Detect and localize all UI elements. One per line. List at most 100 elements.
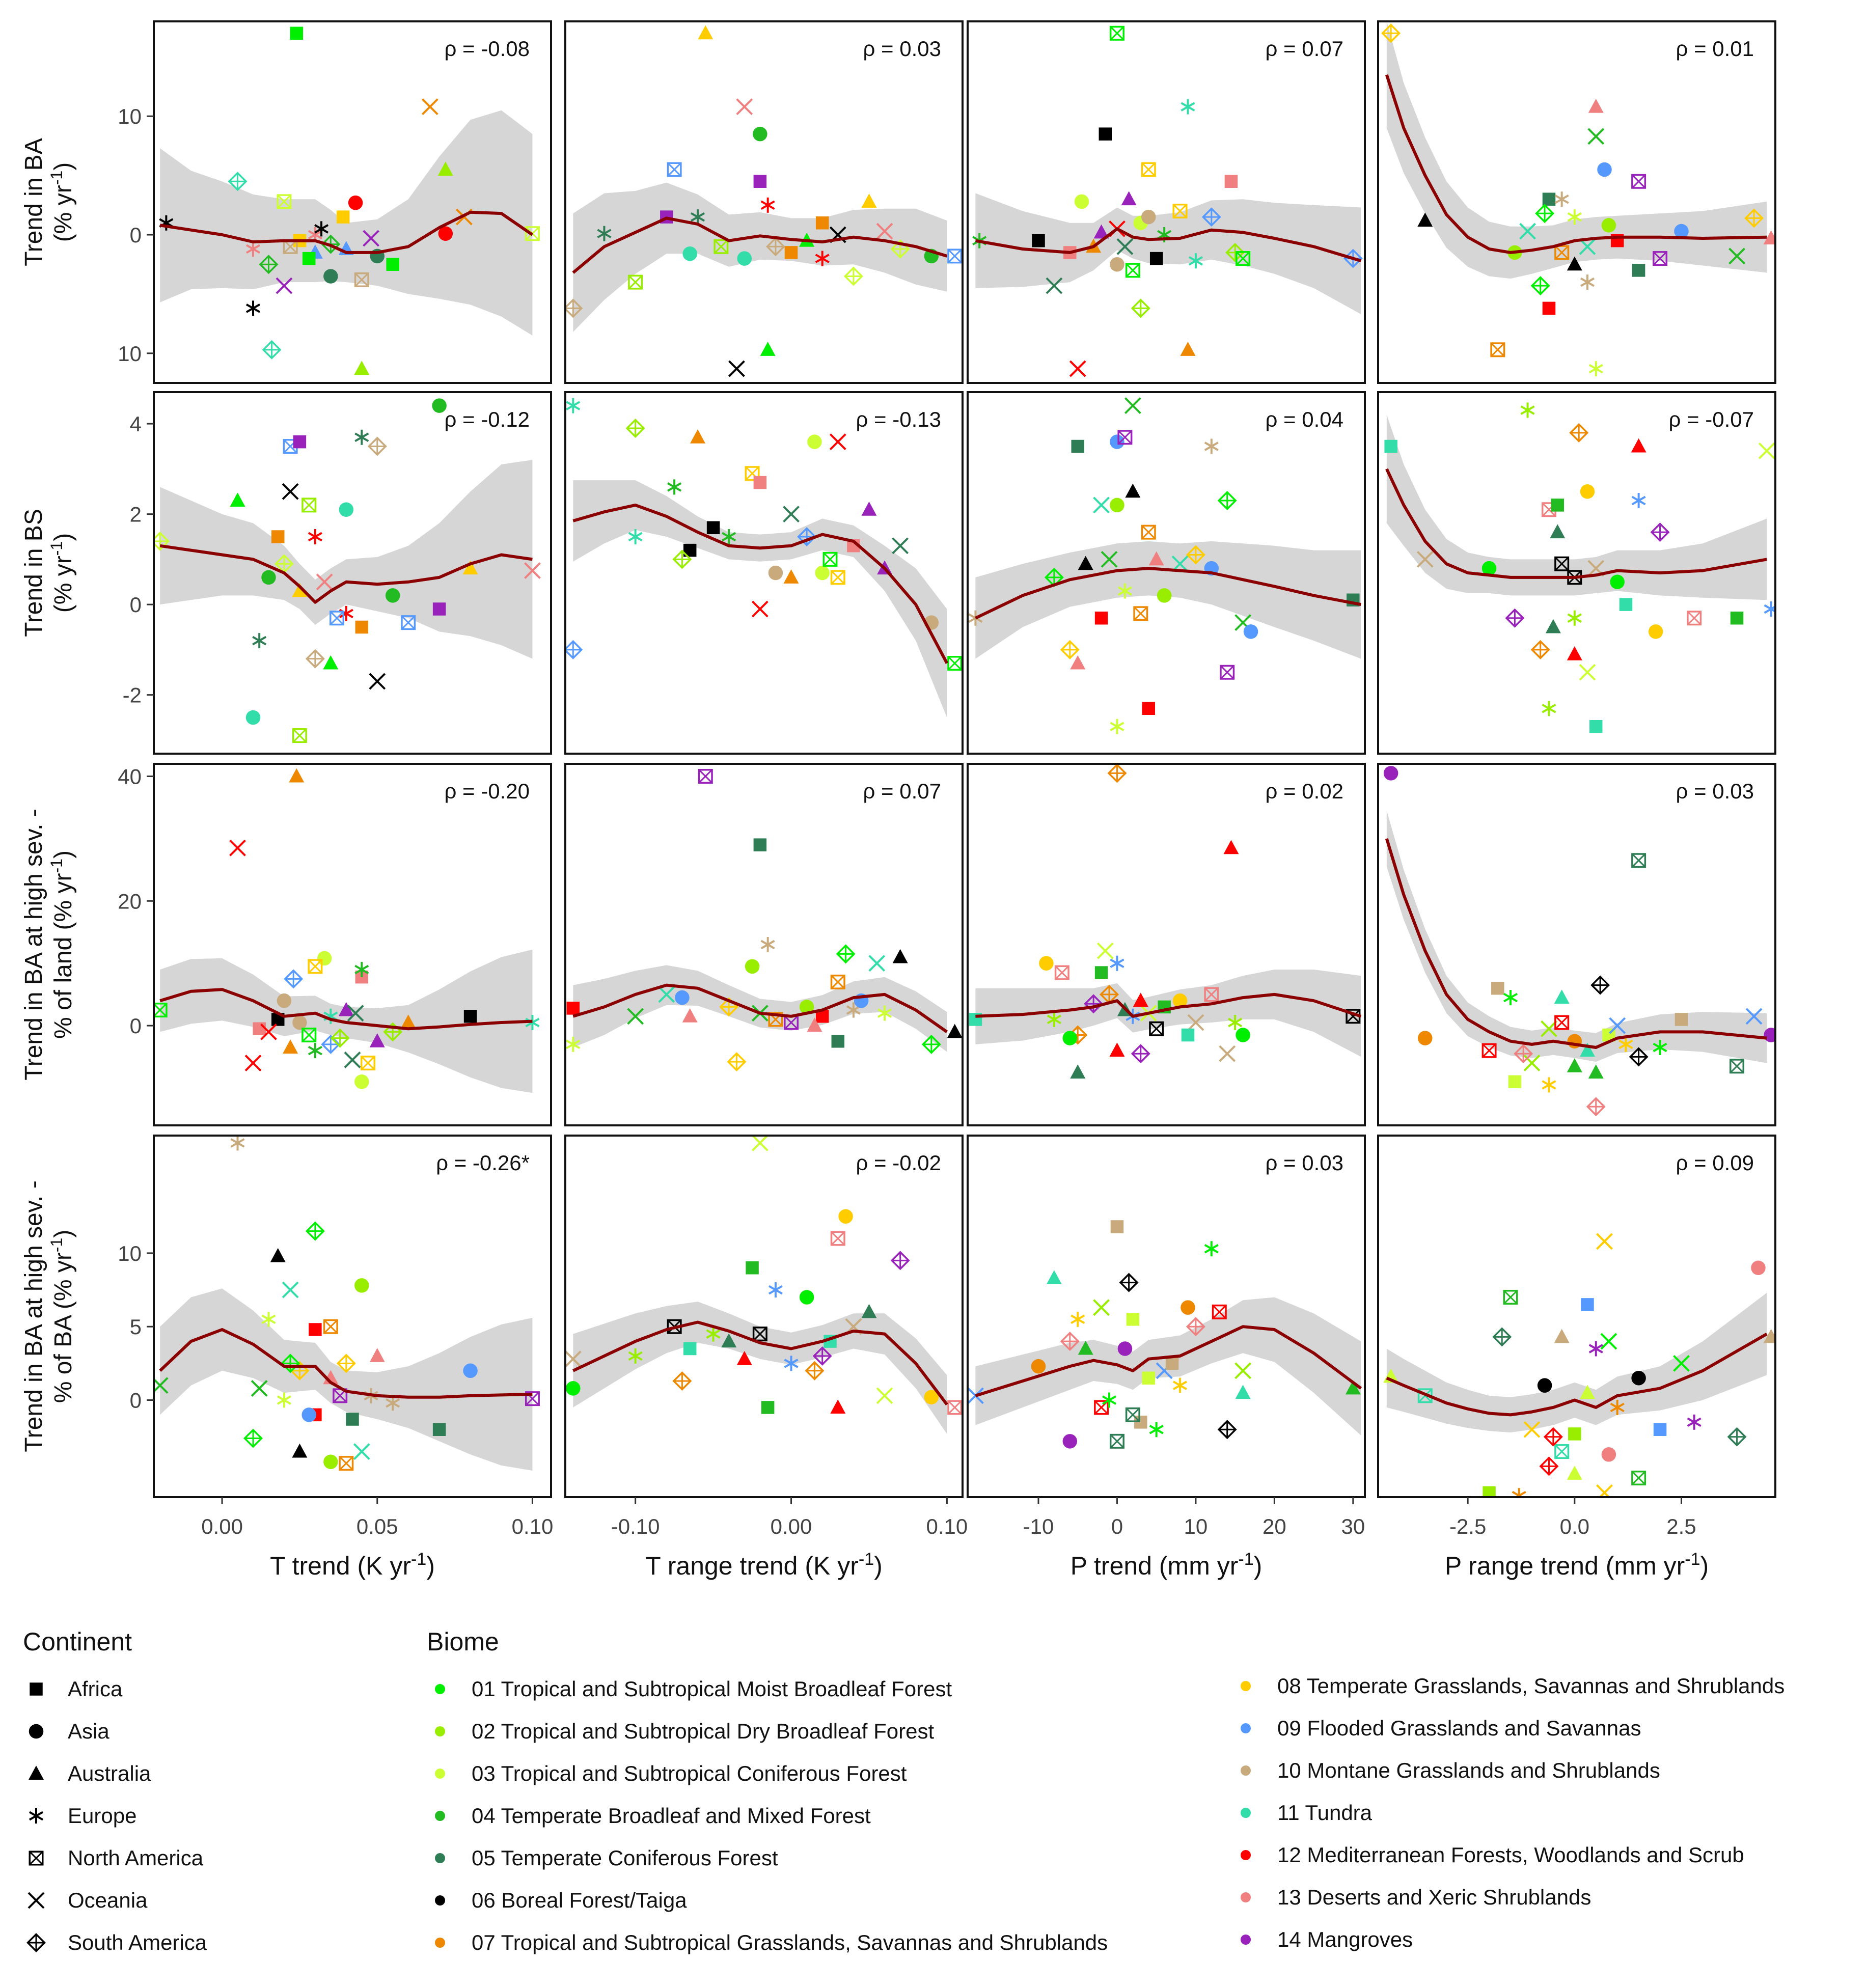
data-point <box>1224 175 1238 188</box>
data-point <box>1416 550 1434 568</box>
data-point <box>1093 224 1109 239</box>
data-point <box>252 633 267 649</box>
data-point <box>714 239 729 254</box>
data-point <box>1610 1399 1625 1415</box>
data-point <box>737 251 752 266</box>
y-tick-label: -2 <box>123 683 142 707</box>
panel-frame <box>967 391 1366 755</box>
x-tick-label: 0.0 <box>1560 1514 1589 1538</box>
data-point <box>1181 1300 1195 1315</box>
data-point <box>1186 1317 1205 1337</box>
data-point <box>1589 720 1603 733</box>
data-point <box>259 255 279 274</box>
data-point <box>1567 1466 1582 1480</box>
panel-frame <box>1377 1135 1776 1498</box>
data-point <box>736 1350 752 1365</box>
data-point <box>1569 423 1589 443</box>
data-point <box>1110 955 1124 971</box>
data-point <box>698 768 713 784</box>
data-point <box>463 1363 478 1378</box>
data-point <box>1070 655 1086 670</box>
data-point <box>1758 442 1775 459</box>
data-point <box>1542 192 1556 206</box>
data-point <box>301 1028 317 1042</box>
data-point <box>1727 1427 1747 1447</box>
x-axis-label-4: P range trend (mm yr-1) <box>1445 1550 1709 1580</box>
legend-key-diamondplus <box>26 1932 46 1952</box>
data-point <box>892 949 908 963</box>
x-tick-label: 30 <box>1341 1514 1365 1538</box>
data-point <box>292 583 308 597</box>
data-point <box>1490 342 1505 357</box>
data-point <box>1109 25 1124 41</box>
data-point <box>400 1014 416 1029</box>
color-dot-icon <box>427 1845 453 1871</box>
data-point <box>354 361 370 375</box>
data-point <box>301 498 317 513</box>
data-point <box>1236 1028 1250 1042</box>
data-point <box>1588 1064 1604 1079</box>
data-point <box>751 600 769 618</box>
data-point <box>1545 619 1561 633</box>
panel-frame <box>564 391 964 755</box>
data-point <box>1751 1260 1766 1276</box>
continent-legend-item: Africa <box>23 1668 379 1710</box>
data-point <box>1078 1340 1093 1355</box>
smooth-line <box>572 503 949 664</box>
data-point <box>463 1010 477 1023</box>
data-point <box>355 620 369 634</box>
smooth-line <box>1385 74 1767 254</box>
data-point <box>1228 1015 1243 1031</box>
data-point <box>230 492 245 507</box>
data-point <box>1554 989 1570 1004</box>
smooth-line <box>572 216 948 274</box>
confidence-band <box>1386 21 1767 279</box>
data-point <box>768 565 783 581</box>
data-point <box>432 1423 446 1436</box>
data-point <box>1519 223 1536 240</box>
data-point <box>1653 1039 1667 1055</box>
triangle-marker-icon <box>23 1760 49 1787</box>
data-point <box>1243 624 1258 639</box>
data-point <box>354 429 369 445</box>
data-point <box>1084 994 1104 1014</box>
color-dot-icon <box>1232 1757 1259 1784</box>
legend-key-asterisk <box>29 1808 44 1824</box>
data-point <box>438 226 453 241</box>
data-point <box>745 466 760 481</box>
confidence-band <box>160 460 533 659</box>
data-point <box>1149 1021 1164 1036</box>
biome-legend-label: 07 Tropical and Subtropical Grasslands, … <box>472 1930 1108 1954</box>
data-point <box>323 1319 338 1334</box>
data-point <box>305 649 325 669</box>
y-tick-label: 0 <box>130 593 142 617</box>
data-point <box>1121 191 1137 206</box>
y-tick-label: 40 <box>118 764 142 788</box>
data-point <box>432 398 447 413</box>
data-point <box>344 1052 361 1068</box>
data-point <box>1554 1329 1570 1343</box>
x-tick-label: 2.5 <box>1666 1514 1696 1538</box>
data-point <box>282 1281 299 1299</box>
data-point <box>385 588 400 603</box>
biome-legend-label: 05 Temperate Coniferous Forest <box>472 1845 778 1870</box>
y-tick-label: 0 <box>130 223 142 247</box>
data-point <box>1117 1341 1133 1356</box>
data-point <box>1588 361 1603 377</box>
rho-label: ρ = 0.03 <box>1676 779 1754 803</box>
biome-legend-item: 05 Temperate Coniferous Forest <box>427 1837 1191 1879</box>
data-point <box>628 529 643 544</box>
biome-legend-item: 02 Tropical and Subtropical Dry Broadlea… <box>427 1710 1191 1752</box>
data-point <box>346 1413 359 1426</box>
data-point <box>876 1387 893 1404</box>
data-point <box>1579 1385 1595 1399</box>
data-point <box>843 266 863 286</box>
data-point <box>1212 1304 1227 1319</box>
color-dot-icon <box>427 1760 453 1787</box>
data-point <box>1201 207 1221 227</box>
data-point <box>432 602 446 616</box>
data-point <box>437 161 453 176</box>
legend-key-triangle <box>29 1765 44 1780</box>
data-point <box>1046 1270 1062 1284</box>
x-tick-label: 0.10 <box>512 1514 554 1538</box>
